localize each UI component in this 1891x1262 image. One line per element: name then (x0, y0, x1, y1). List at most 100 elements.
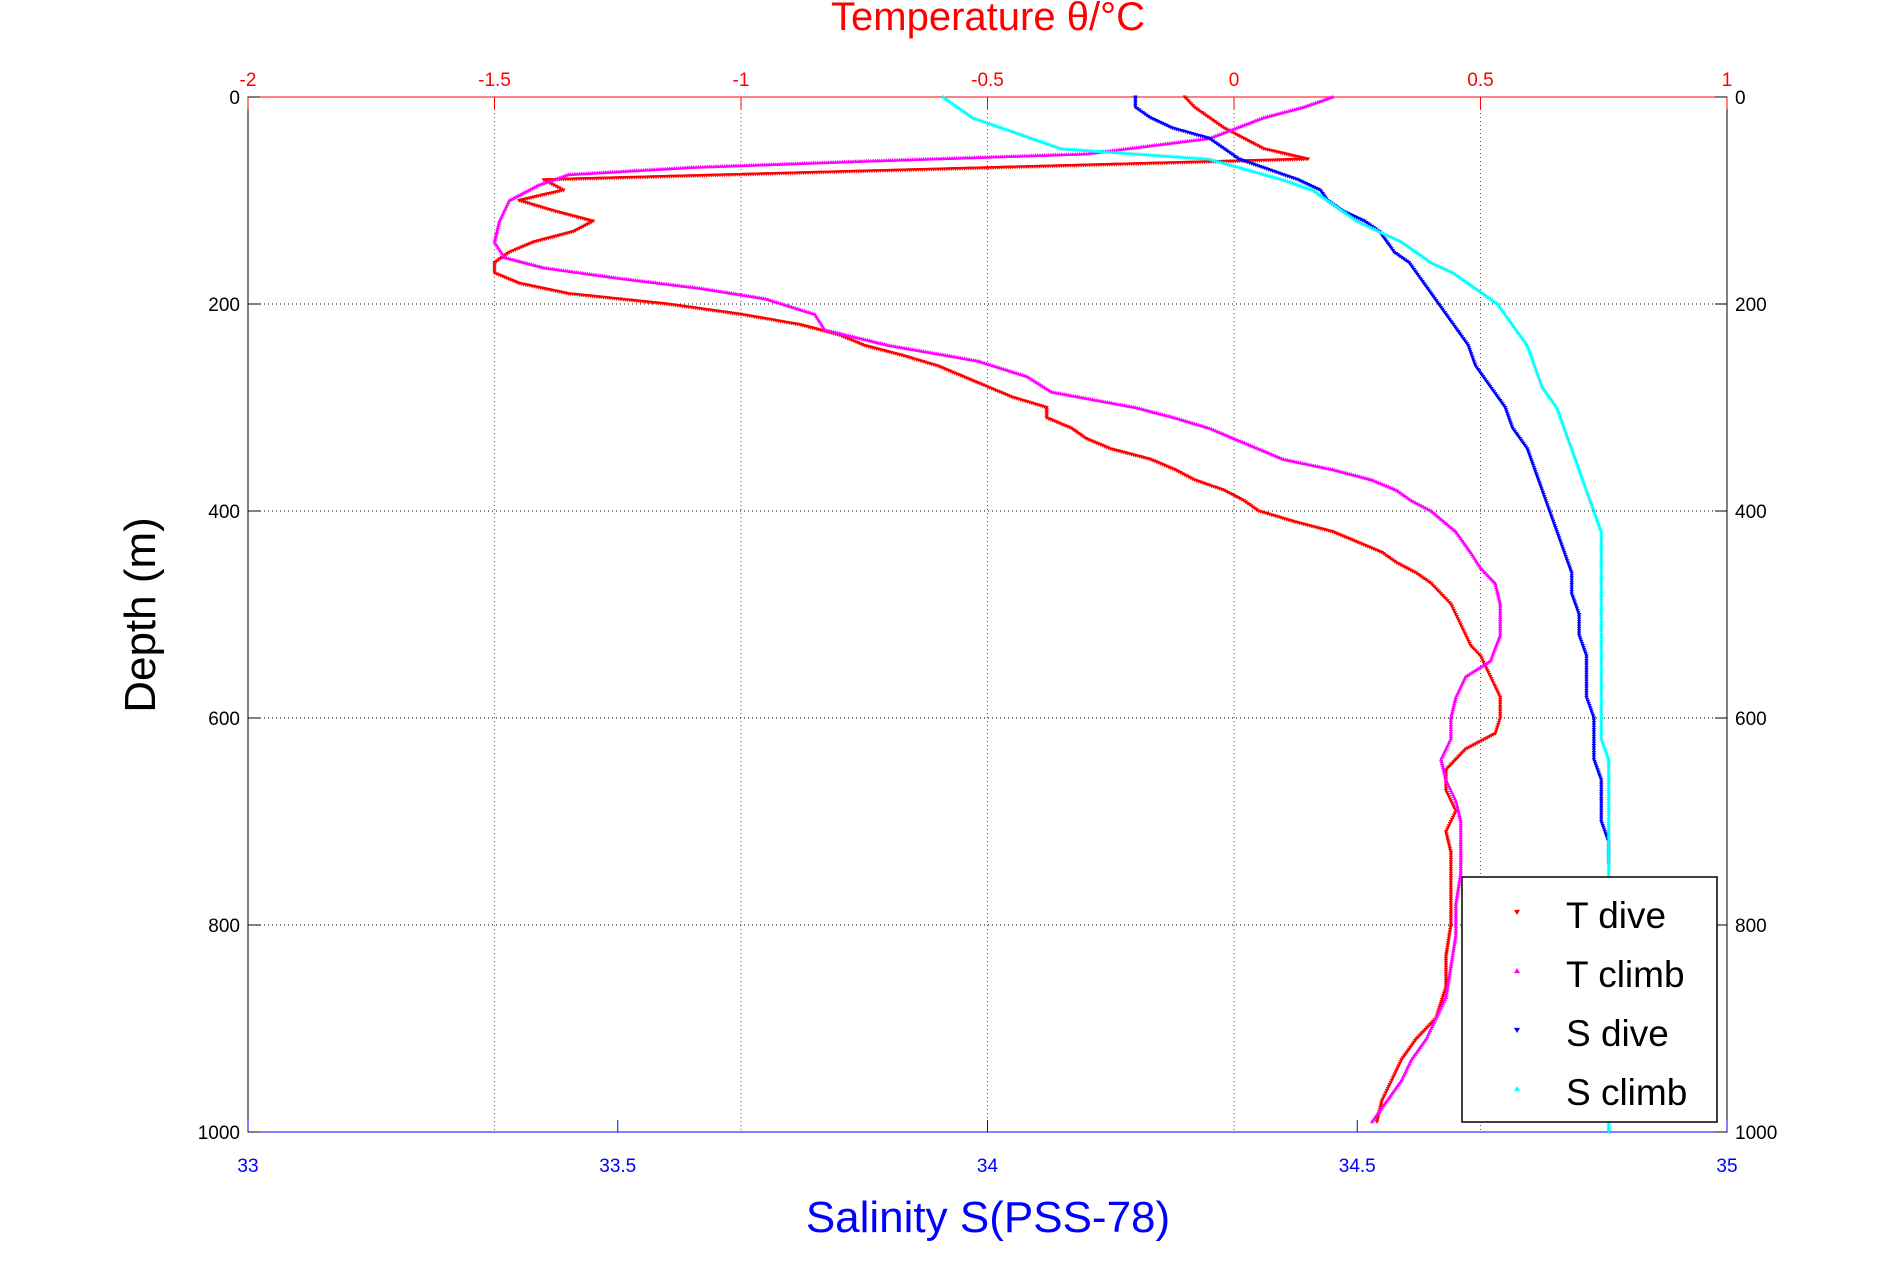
data-point (581, 224, 586, 229)
data-point (1606, 849, 1611, 853)
data-point (1584, 693, 1589, 698)
data-point (1397, 1062, 1402, 1066)
data-point (1566, 563, 1571, 568)
data-point (1490, 679, 1495, 683)
data-point (1458, 837, 1463, 842)
data-point (1498, 610, 1503, 615)
data-point (1599, 676, 1604, 681)
data-point (1599, 577, 1604, 582)
data-point (1488, 675, 1493, 679)
data-point (1445, 838, 1451, 843)
data-point (1453, 904, 1459, 909)
data-point (1487, 735, 1492, 739)
series-s-dive (1133, 95, 1611, 866)
data-point (1599, 616, 1604, 621)
data-point (1186, 475, 1191, 480)
temperature-tick-label: -1 (733, 70, 750, 91)
data-point (1450, 606, 1456, 611)
data-point (1483, 737, 1488, 741)
data-point (1599, 637, 1604, 642)
data-point (1599, 785, 1604, 790)
data-point (1599, 713, 1604, 718)
data-point (1448, 848, 1453, 853)
depth-tick-label: 400 (208, 502, 240, 523)
data-point (1243, 137, 1249, 142)
data-point (1534, 472, 1539, 476)
data-point (1493, 731, 1498, 736)
data-point (1606, 796, 1611, 801)
data-point (573, 228, 578, 233)
data-point (1525, 449, 1531, 454)
data-point (1389, 1078, 1394, 1083)
data-point (1578, 637, 1583, 642)
data-point (1599, 564, 1604, 568)
data-point (1506, 416, 1512, 421)
data-point (1448, 855, 1454, 860)
data-point (1599, 813, 1604, 817)
data-point (1467, 745, 1472, 750)
data-point (1537, 482, 1543, 487)
data-point (1538, 484, 1543, 489)
data-point (1402, 565, 1407, 570)
data-point (1606, 814, 1611, 819)
data-point (1587, 706, 1593, 710)
data-point (1528, 455, 1533, 460)
temperature-axis-title: Temperature θ/°C (831, 0, 1145, 39)
data-point (1591, 734, 1597, 739)
data-point (1467, 348, 1472, 352)
data-point (1384, 1089, 1390, 1093)
data-point (1458, 817, 1463, 821)
data-point (1599, 593, 1604, 598)
data-point (496, 223, 501, 227)
data-point (1534, 474, 1540, 479)
data-point (1450, 815, 1456, 820)
depth-tick-label: 200 (1735, 295, 1767, 316)
data-point (1406, 567, 1411, 572)
data-point (1606, 812, 1611, 817)
data-point (1599, 543, 1604, 548)
data-point (1449, 817, 1455, 822)
data-point (1532, 468, 1537, 472)
data-point (1508, 420, 1513, 425)
data-point (1442, 771, 1447, 776)
data-point (1451, 813, 1457, 818)
data-point (1312, 185, 1317, 190)
salinity-tick-label: 34.5 (1339, 1156, 1376, 1177)
data-point (1591, 750, 1597, 755)
data-point (1598, 776, 1603, 781)
data-point (1446, 977, 1452, 982)
data-point (1453, 930, 1459, 935)
data-point (1454, 615, 1460, 619)
data-point (1235, 133, 1241, 138)
data-point (1458, 821, 1463, 826)
data-point (1448, 867, 1454, 871)
data-point (1479, 656, 1484, 661)
data-point (1584, 663, 1589, 668)
data-point (1495, 589, 1500, 594)
data-point (1307, 183, 1313, 188)
data-point (1599, 667, 1604, 672)
data-point (1443, 978, 1449, 983)
data-point (1448, 966, 1453, 971)
data-point (1491, 733, 1496, 737)
data-point (1606, 835, 1611, 840)
legend-marker (1514, 909, 1520, 915)
data-point (1448, 869, 1454, 874)
data-point (1485, 668, 1490, 673)
salinity-tick-label: 33 (237, 1156, 258, 1177)
data-point (1249, 141, 1254, 145)
data-point (1606, 1121, 1611, 1125)
data-point (1356, 216, 1361, 221)
data-point (1443, 775, 1448, 780)
data-point (1448, 857, 1454, 862)
data-point (1449, 711, 1455, 716)
data-point (1444, 834, 1450, 839)
data-point (1235, 496, 1241, 500)
data-point (1584, 677, 1589, 682)
data-point (1584, 668, 1589, 672)
data-point (1454, 897, 1459, 902)
data-point (1360, 218, 1365, 223)
data-point (1448, 734, 1454, 738)
data-point (1453, 917, 1459, 922)
data-point (1606, 759, 1611, 764)
